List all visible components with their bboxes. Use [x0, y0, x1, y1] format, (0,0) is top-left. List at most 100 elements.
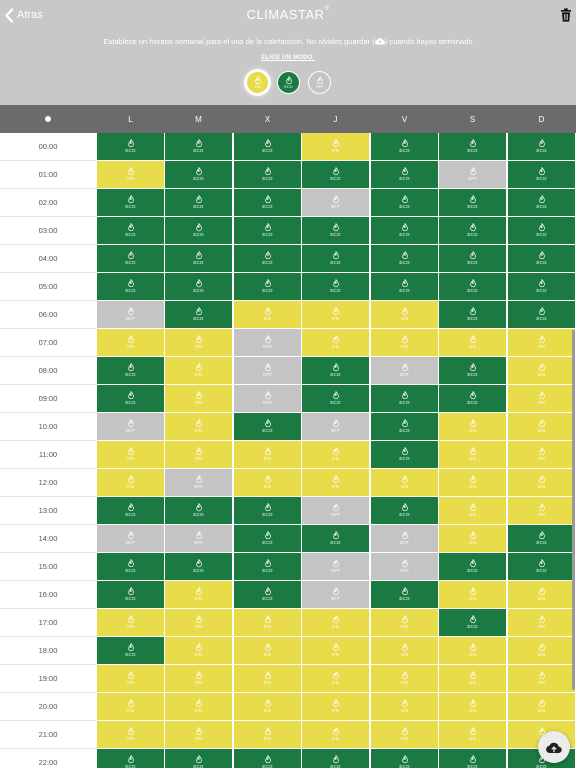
schedule-cell-on[interactable]: ON: [234, 693, 301, 720]
mode-button-off[interactable]: OFF: [308, 71, 331, 94]
schedule-cell-eco[interactable]: ECO: [234, 217, 301, 244]
schedule-cell-eco[interactable]: ECO: [234, 525, 301, 552]
schedule-cell-on[interactable]: ON: [508, 413, 575, 440]
schedule-cell-eco[interactable]: ECO: [97, 189, 164, 216]
schedule-cell-eco[interactable]: ECO: [302, 217, 369, 244]
mode-button-on[interactable]: ON: [246, 71, 269, 94]
schedule-cell-on[interactable]: ON: [165, 609, 232, 636]
schedule-cell-on[interactable]: ON: [371, 301, 438, 328]
schedule-cell-eco[interactable]: ECO: [439, 609, 506, 636]
trash-icon[interactable]: [560, 8, 572, 22]
schedule-cell-on[interactable]: ON: [97, 609, 164, 636]
schedule-cell-on[interactable]: ON: [439, 441, 506, 468]
schedule-cell-on[interactable]: ON: [371, 329, 438, 356]
schedule-cell-eco[interactable]: ECO: [97, 273, 164, 300]
schedule-cell-eco[interactable]: ECO: [234, 581, 301, 608]
schedule-cell-eco[interactable]: ECO: [371, 161, 438, 188]
schedule-cell-on[interactable]: ON: [508, 385, 575, 412]
schedule-cell-off[interactable]: OFF: [234, 357, 301, 384]
schedule-cell-on[interactable]: ON: [439, 721, 506, 748]
schedule-cell-eco[interactable]: ECO: [508, 161, 575, 188]
schedule-cell-on[interactable]: ON: [508, 693, 575, 720]
schedule-cell-eco[interactable]: ECO: [439, 553, 506, 580]
schedule-cell-eco[interactable]: ECO: [508, 525, 575, 552]
schedule-cell-eco[interactable]: ECO: [302, 525, 369, 552]
schedule-cell-eco[interactable]: ECO: [165, 553, 232, 580]
schedule-cell-off[interactable]: OFF: [165, 469, 232, 496]
schedule-cell-eco[interactable]: ECO: [302, 357, 369, 384]
schedule-cell-off[interactable]: OFF: [371, 525, 438, 552]
schedule-cell-on[interactable]: ON: [302, 693, 369, 720]
schedule-cell-on[interactable]: ON: [508, 357, 575, 384]
schedule-cell-eco[interactable]: ECO: [97, 637, 164, 664]
schedule-cell-eco[interactable]: ECO: [508, 189, 575, 216]
schedule-cell-eco[interactable]: ECO: [508, 245, 575, 272]
schedule-cell-eco[interactable]: ECO: [439, 273, 506, 300]
schedule-cell-on[interactable]: ON: [97, 469, 164, 496]
schedule-cell-on[interactable]: ON: [234, 609, 301, 636]
schedule-cell-on[interactable]: ON: [234, 469, 301, 496]
day-header-x[interactable]: X: [264, 114, 271, 124]
schedule-cell-eco[interactable]: ECO: [165, 217, 232, 244]
schedule-cell-eco[interactable]: ECO: [371, 245, 438, 272]
schedule-cell-on[interactable]: ON: [508, 637, 575, 664]
schedule-cell-on[interactable]: ON: [302, 441, 369, 468]
schedule-cell-on[interactable]: ON: [508, 329, 575, 356]
schedule-cell-on[interactable]: ON: [439, 581, 506, 608]
schedule-cell-eco[interactable]: ECO: [97, 553, 164, 580]
day-header-j[interactable]: J: [333, 114, 338, 124]
schedule-cell-eco[interactable]: ECO: [234, 497, 301, 524]
schedule-cell-eco[interactable]: ECO: [439, 245, 506, 272]
schedule-cell-on[interactable]: ON: [439, 329, 506, 356]
schedule-cell-eco[interactable]: ECO: [439, 357, 506, 384]
schedule-cell-on[interactable]: ON: [508, 441, 575, 468]
schedule-cell-on[interactable]: ON: [234, 665, 301, 692]
schedule-cell-on[interactable]: ON: [302, 609, 369, 636]
schedule-cell-on[interactable]: ON: [508, 469, 575, 496]
schedule-cell-eco[interactable]: ECO: [371, 273, 438, 300]
back-button[interactable]: Atras: [4, 6, 43, 24]
schedule-cell-on[interactable]: ON: [165, 665, 232, 692]
schedule-cell-eco[interactable]: ECO: [508, 217, 575, 244]
schedule-cell-eco[interactable]: ECO: [165, 245, 232, 272]
schedule-cell-eco[interactable]: ECO: [97, 217, 164, 244]
schedule-cell-eco[interactable]: ECO: [234, 161, 301, 188]
schedule-cell-eco[interactable]: ECO: [234, 553, 301, 580]
schedule-cell-eco[interactable]: ECO: [165, 497, 232, 524]
schedule-cell-off[interactable]: OFF: [302, 553, 369, 580]
schedule-cell-eco[interactable]: ECO: [371, 217, 438, 244]
schedule-cell-on[interactable]: ON: [302, 637, 369, 664]
schedule-cell-on[interactable]: ON: [165, 329, 232, 356]
schedule-cell-on[interactable]: ON: [97, 665, 164, 692]
schedule-cell-off[interactable]: OFF: [371, 553, 438, 580]
schedule-cell-on[interactable]: ON: [234, 637, 301, 664]
day-header-l[interactable]: L: [128, 114, 133, 124]
schedule-cell-eco[interactable]: ECO: [439, 133, 506, 160]
schedule-cell-eco[interactable]: ECO: [371, 413, 438, 440]
schedule-cell-eco[interactable]: ECO: [371, 749, 438, 768]
schedule-cell-eco[interactable]: ECO: [302, 385, 369, 412]
schedule-cell-on[interactable]: ON: [439, 469, 506, 496]
schedule-cell-eco[interactable]: ECO: [165, 161, 232, 188]
schedule-cell-on[interactable]: ON: [371, 665, 438, 692]
schedule-cell-on[interactable]: ON: [165, 357, 232, 384]
schedule-cell-on[interactable]: ON: [234, 301, 301, 328]
schedule-cell-eco[interactable]: ECO: [97, 245, 164, 272]
schedule-cell-on[interactable]: ON: [439, 665, 506, 692]
schedule-cell-off[interactable]: OFF: [97, 413, 164, 440]
schedule-cell-on[interactable]: ON: [371, 693, 438, 720]
schedule-cell-eco[interactable]: ECO: [439, 749, 506, 768]
schedule-cell-on[interactable]: ON: [165, 581, 232, 608]
schedule-cell-eco[interactable]: ECO: [165, 273, 232, 300]
schedule-cell-on[interactable]: ON: [439, 525, 506, 552]
schedule-cell-on[interactable]: ON: [302, 301, 369, 328]
schedule-cell-eco[interactable]: ECO: [234, 133, 301, 160]
schedule-cell-eco[interactable]: ECO: [234, 413, 301, 440]
schedule-cell-off[interactable]: OFF: [234, 329, 301, 356]
schedule-cell-off[interactable]: OFF: [165, 525, 232, 552]
schedule-cell-on[interactable]: ON: [371, 721, 438, 748]
schedule-cell-on[interactable]: ON: [97, 693, 164, 720]
schedule-cell-eco[interactable]: ECO: [508, 273, 575, 300]
mode-button-eco[interactable]: ECO: [277, 71, 300, 94]
day-header-v[interactable]: V: [401, 114, 408, 124]
